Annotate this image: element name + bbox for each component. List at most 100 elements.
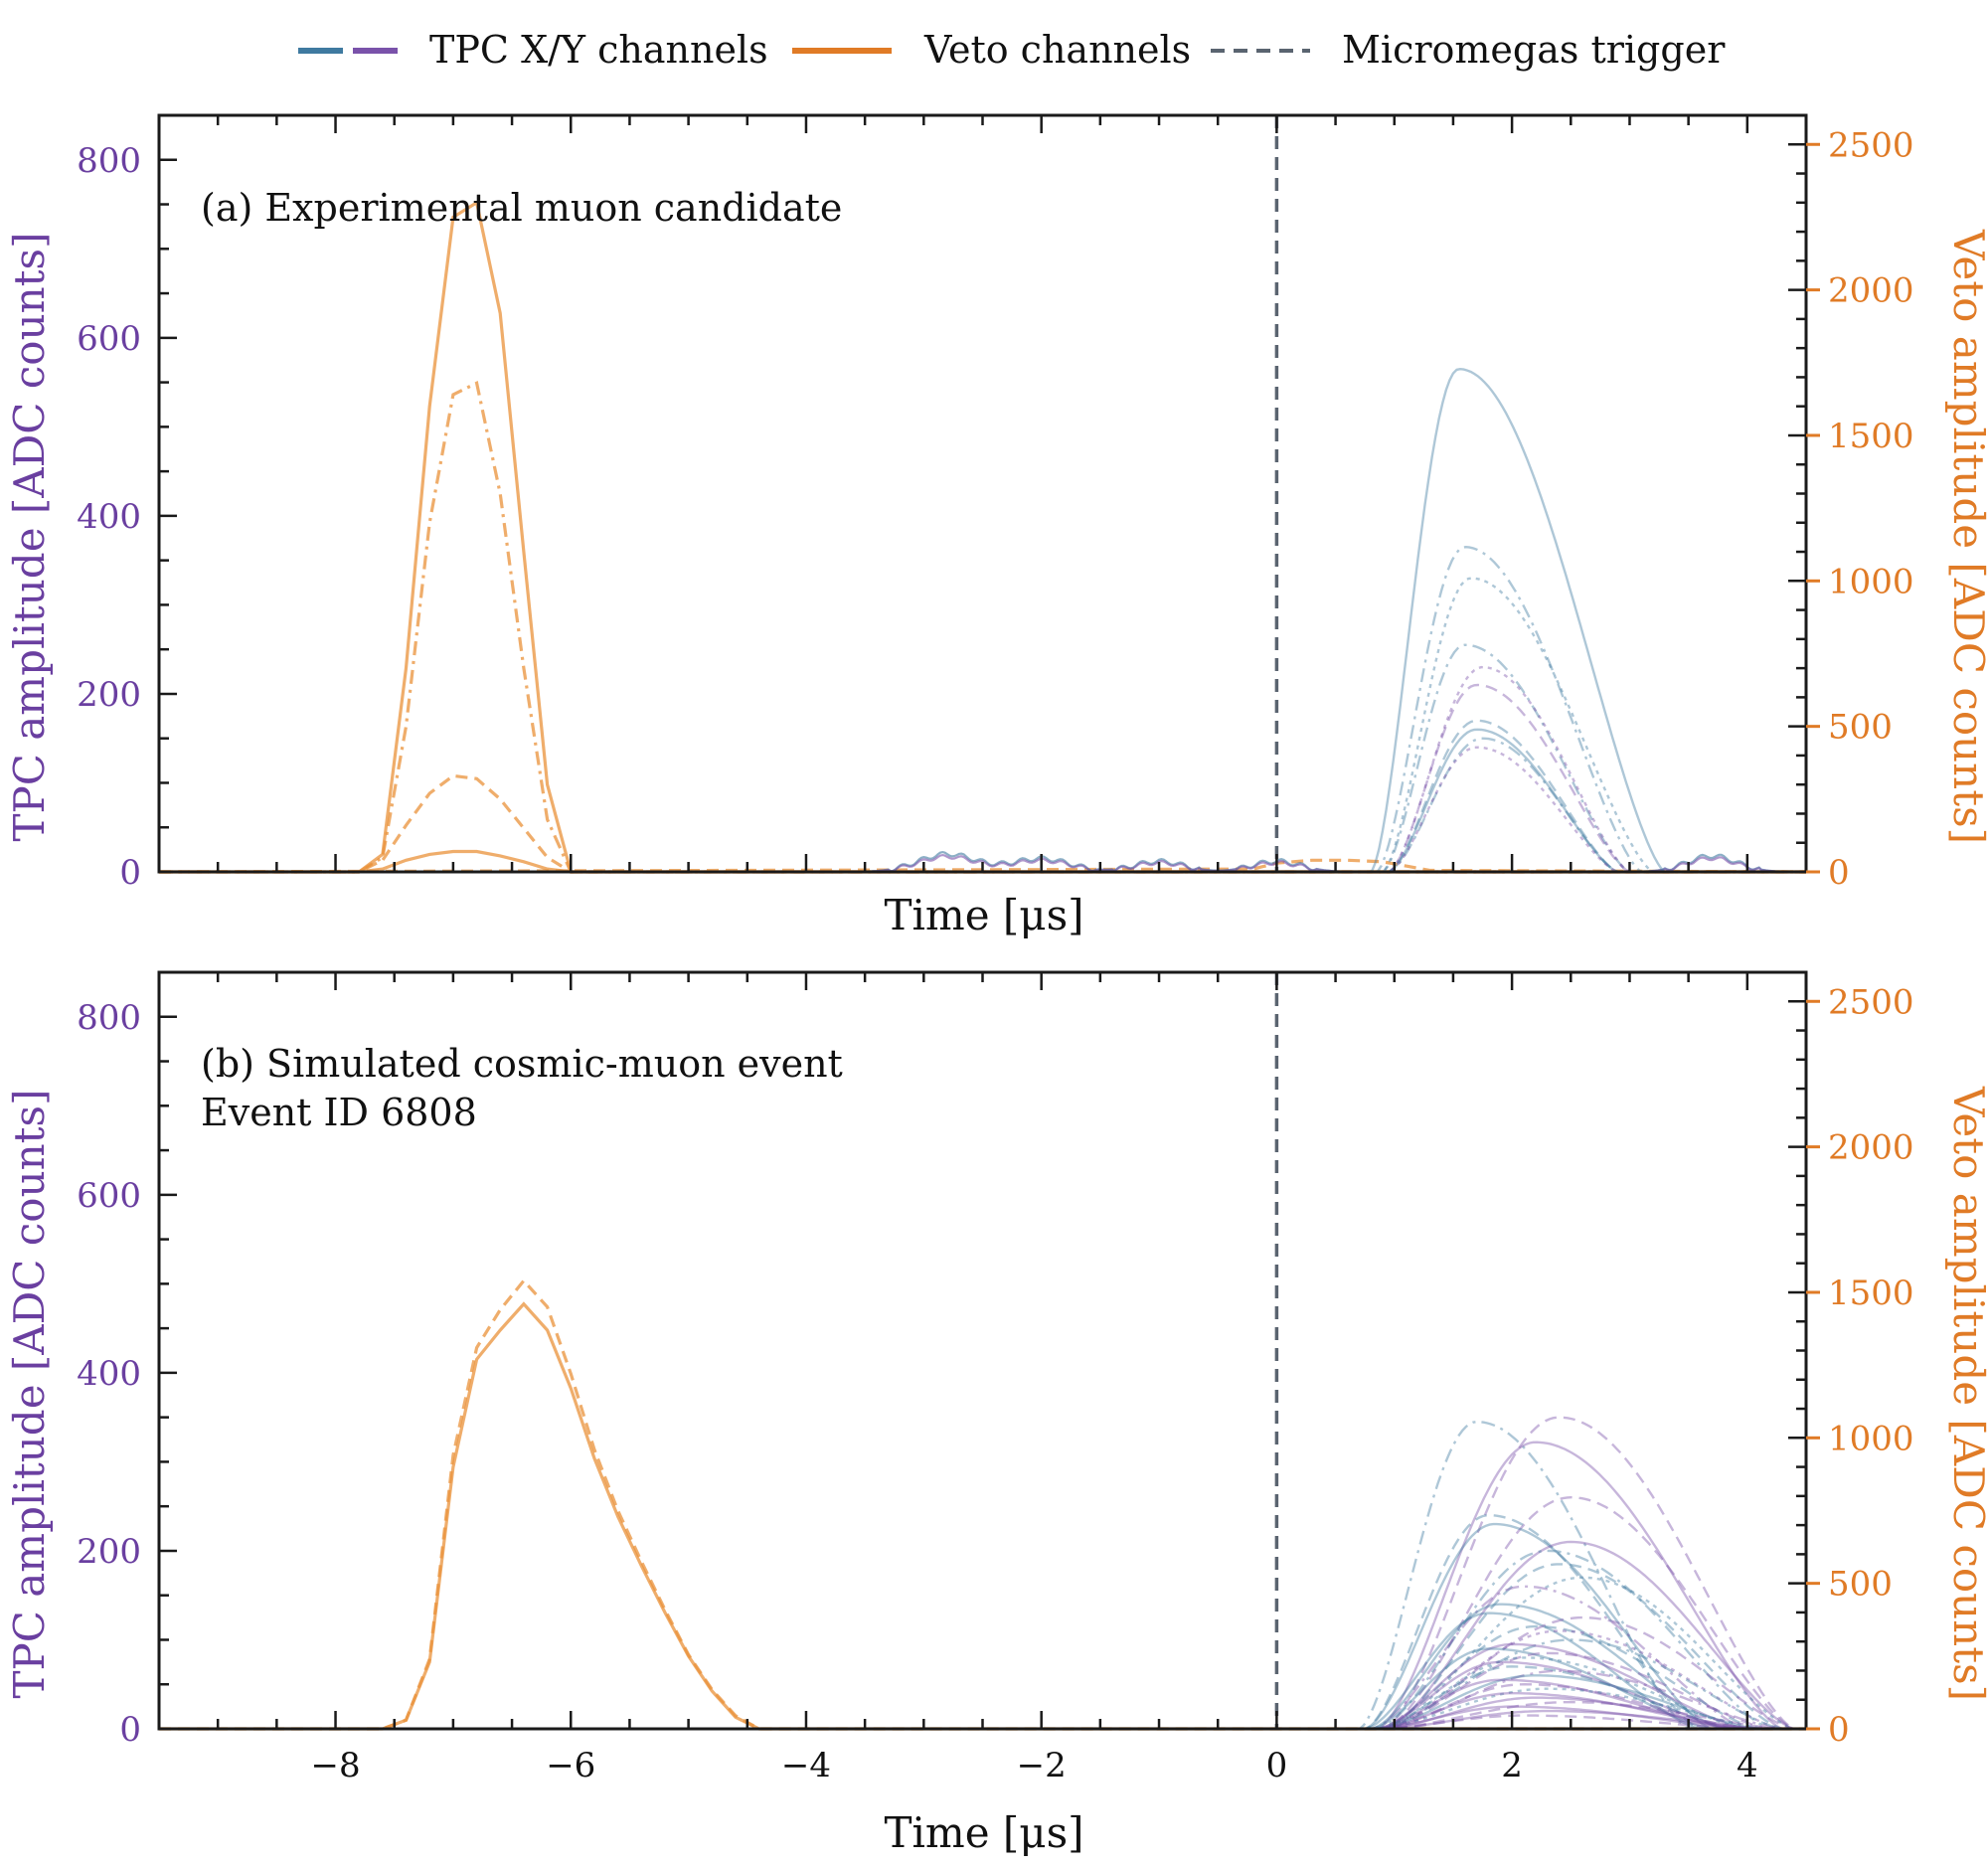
panel-b-tpc-series [1353, 1416, 1801, 1731]
panel-b-right-tick-labels: 0 500 1000 1500 2000 2500 [1828, 982, 1914, 1750]
panel-b-tpc-line-7 [1371, 1549, 1777, 1731]
panel-b: 0 200 400 600 800 0 500 1000 1500 2000 2500 −8 −6 −… [5, 970, 1988, 1857]
panel-b-tpc-line-25 [1371, 1678, 1741, 1731]
panel-b-tpc-line-4 [1359, 1513, 1706, 1731]
panel-a-right-tick-label-3: 1500 [1828, 417, 1914, 456]
panel-b-xlabel: Time [μs] [884, 1808, 1083, 1857]
panel-a-right-tick-label-4: 2000 [1828, 271, 1914, 311]
legend-label-trigger: Micromegas trigger [1342, 28, 1726, 72]
panel-a-right-tick-label-5: 2500 [1828, 125, 1914, 165]
panel-b-tpc-line-19 [1377, 1651, 1776, 1731]
panel-a-tpc-line-5 [1382, 683, 1633, 874]
panel-b-x-tick-label-0: −8 [310, 1746, 360, 1785]
panel-b-left-tick-label-3: 600 [77, 1176, 141, 1216]
panel-a-right-tick-label-2: 1000 [1828, 562, 1914, 601]
legend-item-trigger: Micromegas trigger [1211, 28, 1726, 72]
panel-b-tpc-line-27 [1371, 1687, 1777, 1731]
panel-b-x-tick-label-1: −6 [546, 1746, 595, 1785]
panel-a-tpc-line-6 [1382, 719, 1623, 874]
panel-b-tpc-line-17 [1371, 1642, 1752, 1731]
panel-b-tpc-line-23 [1377, 1669, 1786, 1731]
panel-b-right-tick-label-1: 500 [1828, 1565, 1893, 1605]
panel-a-left-tick-label-0: 0 [119, 853, 141, 893]
panel-a-left-tick-label-1: 200 [77, 675, 141, 715]
panel-a-left-tick-labels: 0 200 400 600 800 [77, 141, 141, 893]
panel-b-tpc-line-9 [1377, 1576, 1801, 1731]
panel-b-veto-series [159, 1277, 1806, 1731]
panel-b-x-tick-label-6: 4 [1737, 1746, 1758, 1785]
panel-a-veto-series [158, 200, 1807, 874]
panel-b-ylabel-right: Veto amplitude [ADC counts] [1944, 1086, 1988, 1701]
panel-b-tpc-line-1 [1377, 1416, 1801, 1731]
panel-b-tpc-line-18 [1365, 1647, 1719, 1731]
panel-b-right-tick-label-3: 1500 [1828, 1274, 1914, 1313]
legend-label-veto: Veto channels [923, 28, 1191, 72]
panel-b-tpc-line-32 [1377, 1709, 1776, 1731]
panel-b-tpc-line-21 [1371, 1660, 1741, 1731]
legend: TPC X/Y channels Veto channels Micromega… [298, 28, 1726, 72]
panel-b-tpc-line-2 [1371, 1441, 1788, 1731]
panel-b-x-tick-label-5: 2 [1501, 1746, 1523, 1785]
panel-b-tpc-line-14 [1371, 1624, 1763, 1731]
panel-b-tpc-line-6 [1377, 1540, 1801, 1731]
panel-b-right-tick-label-5: 2500 [1828, 982, 1914, 1022]
panel-b-frame [157, 970, 1808, 1731]
panel-a-tpc-series [159, 367, 1806, 874]
panel-a-veto-line-2 [159, 773, 1806, 874]
panel-a-left-tick-label-3: 600 [77, 319, 141, 359]
panel-b-left-tick-labels: 0 200 400 600 800 [77, 998, 141, 1750]
panel-a-veto-line-0 [159, 200, 1806, 874]
panel-b-right-tick-label-0: 0 [1828, 1710, 1850, 1750]
panel-a-ylabel-left: TPC amplitude [ADC counts] [5, 233, 54, 842]
panel-b-veto-line-0 [159, 1301, 1806, 1731]
panel-a-xlabel: Time [μs] [884, 891, 1083, 939]
panel-b-left-tick-label-0: 0 [119, 1710, 141, 1750]
panel-a-label: (a) Experimental muon candidate [201, 186, 842, 230]
panel-b-tpc-line-22 [1371, 1665, 1741, 1731]
panel-b-tpc-line-5 [1359, 1522, 1716, 1731]
panel-b-tpc-line-0 [1353, 1420, 1693, 1731]
legend-label-tpc: TPC X/Y channels [429, 28, 768, 72]
panel-b-veto-line-1 [159, 1277, 1806, 1731]
panel-b-tpc-line-26 [1377, 1682, 1751, 1731]
panel-a: 0 200 400 600 800 0 500 1000 1500 2000 2500 Time … [5, 113, 1988, 939]
panel-a-ylabel-right: Veto amplitude [ADC counts] [1944, 229, 1988, 844]
panel-a-tpc-line-7 [1382, 728, 1623, 874]
panel-a-right-tick-label-1: 500 [1828, 708, 1893, 748]
legend-item-veto: Veto channels [792, 28, 1191, 72]
panel-b-x-tick-label-4: 0 [1266, 1746, 1288, 1785]
panel-a-left-tick-label-4: 800 [77, 141, 141, 181]
panel-a-right-tick-label-0: 0 [1828, 853, 1850, 893]
panel-b-tpc-line-30 [1377, 1700, 1786, 1731]
panel-a-veto-line-3 [159, 849, 1806, 874]
panel-a-veto-line-1 [159, 380, 1806, 874]
panel-b-right-tick-label-2: 1000 [1828, 1419, 1914, 1458]
panel-b-tpc-line-29 [1377, 1696, 1765, 1731]
panel-b-ylabel-left: TPC amplitude [ADC counts] [5, 1090, 54, 1699]
panel-b-tpc-line-13 [1377, 1615, 1801, 1731]
panel-a-tpc-line-2 [1377, 577, 1660, 874]
panel-a-tpc-line-9 [1382, 746, 1623, 874]
panel-b-left-tick-label-2: 400 [77, 1354, 141, 1394]
panel-b-ticks [157, 970, 1820, 1731]
panel-b-tpc-line-10 [1365, 1585, 1753, 1731]
panel-b-label: (b) Simulated cosmic-muon event [201, 1042, 843, 1086]
panel-b-tpc-line-16 [1371, 1638, 1788, 1731]
panel-b-tpc-line-11 [1365, 1603, 1729, 1731]
panel-b-left-tick-label-1: 200 [77, 1532, 141, 1572]
legend-item-tpc: TPC X/Y channels [298, 28, 768, 72]
panel-a-tpc-line-8 [1382, 737, 1623, 874]
panel-b-tpc-line-3 [1377, 1495, 1801, 1731]
panel-b-tpc-line-8 [1377, 1563, 1786, 1731]
panel-a-ticks [157, 113, 1820, 874]
panel-b-left-tick-label-4: 800 [77, 998, 141, 1038]
panel-a-tpc-line-3 [1377, 643, 1635, 874]
panel-b-right-tick-label-4: 2000 [1828, 1128, 1914, 1168]
panel-b-tpc-line-12 [1359, 1612, 1706, 1731]
panel-b-x-tick-label-2: −4 [781, 1746, 831, 1785]
panel-b-x-tick-label-3: −2 [1017, 1746, 1067, 1785]
panel-b-tpc-line-15 [1377, 1629, 1786, 1731]
panel-a-veto-line-4 [158, 858, 1807, 874]
panel-a-tpc-line-0 [1365, 367, 1669, 874]
